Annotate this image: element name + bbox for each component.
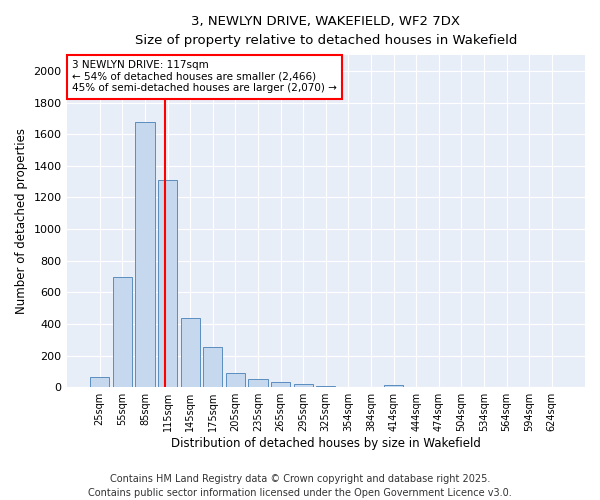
Bar [181, 318, 200, 387]
Bar [226, 373, 245, 387]
Bar [271, 382, 290, 387]
Text: 3 NEWLYN DRIVE: 117sqm
← 54% of detached houses are smaller (2,466)
45% of semi-: 3 NEWLYN DRIVE: 117sqm ← 54% of detached… [72, 60, 337, 94]
Bar [384, 386, 403, 387]
Bar [90, 377, 109, 387]
Bar [158, 180, 177, 387]
X-axis label: Distribution of detached houses by size in Wakefield: Distribution of detached houses by size … [171, 437, 481, 450]
Text: Contains HM Land Registry data © Crown copyright and database right 2025.
Contai: Contains HM Land Registry data © Crown c… [88, 474, 512, 498]
Bar [248, 378, 268, 387]
Bar [136, 122, 155, 387]
Title: 3, NEWLYN DRIVE, WAKEFIELD, WF2 7DX
Size of property relative to detached houses: 3, NEWLYN DRIVE, WAKEFIELD, WF2 7DX Size… [134, 15, 517, 47]
Bar [113, 276, 132, 387]
Bar [316, 386, 335, 387]
Bar [293, 384, 313, 387]
Bar [203, 347, 223, 387]
Y-axis label: Number of detached properties: Number of detached properties [15, 128, 28, 314]
